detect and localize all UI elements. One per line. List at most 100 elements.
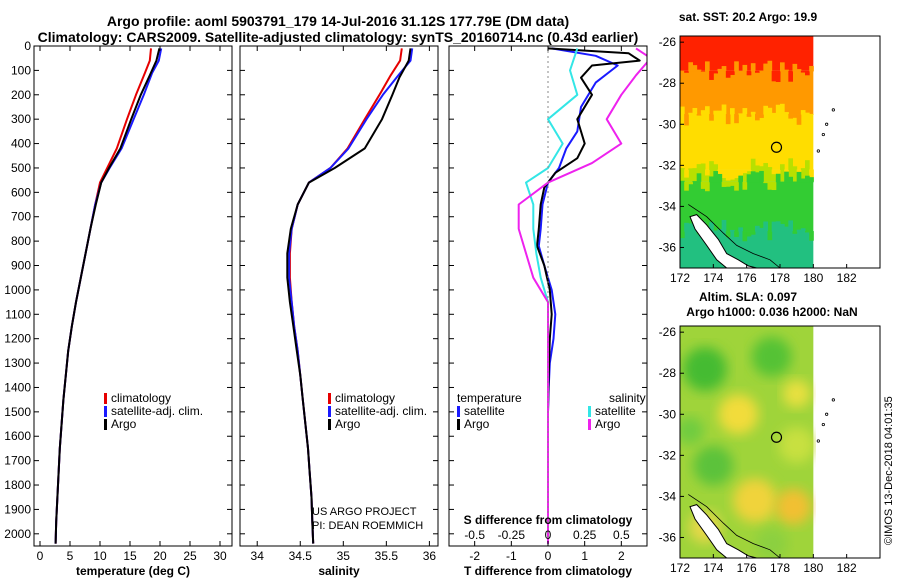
D-legend-swatch	[588, 406, 591, 417]
figure-title-line1: Argo profile: aoml 5903791_179 14-Jul-20…	[107, 13, 569, 29]
S-series-0-line	[288, 48, 403, 544]
M1-sst-pixel	[759, 70, 764, 72]
M1-sst-pixel	[780, 181, 785, 183]
M1-sst-pixel	[709, 161, 714, 170]
T-xtick-label: 20	[153, 549, 167, 563]
S-series-2-line	[286, 48, 412, 544]
sla-map-title-line1: Altim. SLA: 0.097	[699, 290, 797, 304]
M1-sst-pixel	[780, 223, 785, 232]
M1-sst-pixel	[750, 171, 756, 183]
T-xtick-label: 25	[183, 549, 197, 563]
M1-sst-pixel	[767, 167, 773, 170]
M1-sst-pixel	[705, 169, 710, 176]
M2-island	[816, 439, 820, 443]
M1-sst-pixel	[717, 229, 723, 232]
D-stick-label: -0.5	[464, 528, 485, 542]
T-ytick-label: 500	[11, 161, 31, 175]
difference-panel: -2 -1 0 1 2 -0.5 -0.25 0 0.25 0.5 S difference f…	[448, 45, 648, 578]
M1-sst-pixel	[805, 160, 810, 170]
M1-sst-pixel	[688, 168, 693, 170]
M1-sst-pixel	[796, 69, 802, 72]
M1-sst-pixel	[805, 231, 810, 233]
M1-sst-pixel	[805, 70, 810, 76]
sla-map-nodata	[816, 326, 880, 558]
sst-map-nodata	[816, 36, 880, 268]
S-legend-label: satellite-adj. clim.	[335, 404, 427, 418]
M1-sst-pixel	[755, 114, 760, 121]
M1-sst-pixel	[759, 227, 764, 232]
M1-sst-pixel	[755, 70, 760, 73]
M1-ytick-label: -30	[659, 117, 677, 131]
S-legend-label: climatology	[335, 391, 395, 405]
T-ytick-label: 1300	[4, 356, 31, 370]
M1-sst-pixel	[705, 181, 710, 192]
M1-sst-pixel	[746, 70, 752, 76]
D-xtick-label: -1	[506, 549, 517, 563]
M1-sst-pixel	[742, 231, 748, 242]
T-ytick-label: 100	[11, 63, 31, 77]
M1-sst-pixel	[800, 178, 806, 183]
M1-sst-pixel	[809, 113, 814, 115]
T-legend-swatch	[104, 393, 107, 404]
M1-sst-pixel	[721, 169, 727, 179]
M2-sla-anomaly	[693, 445, 734, 486]
temperature-panel: 0100200300400500600700800900100011001200…	[4, 39, 233, 578]
M1-ytick-label: -32	[659, 158, 677, 172]
M2-island	[825, 412, 829, 416]
M2-ytick-label: -32	[659, 448, 677, 462]
M1-sst-pixel	[680, 106, 685, 115]
M2-sla-anomaly	[718, 394, 759, 435]
M1-sst-pixel	[692, 65, 698, 72]
M1-sst-pixel	[788, 70, 793, 82]
salinity-xlabel: salinity	[318, 564, 360, 578]
M1-sst-pixel	[734, 61, 739, 72]
T-ytick-label: 300	[11, 112, 31, 126]
T-ytick-label: 1200	[4, 332, 31, 346]
M1-sst-pixel	[738, 113, 743, 115]
M1-sst-pixel	[767, 231, 773, 241]
M1-sst-pixel	[796, 114, 802, 125]
T-legend-label: satellite-adj. clim.	[111, 404, 203, 418]
D-legend-salinity-title: salinity	[609, 391, 646, 405]
M1-sst-pixel	[809, 177, 814, 183]
T-xtick-label: 30	[213, 549, 227, 563]
M1-sst-pixel	[680, 168, 685, 170]
M1-island	[821, 132, 825, 137]
M1-sst-pixel	[713, 164, 718, 170]
M2-island	[821, 422, 825, 427]
M2-xtick-label: 174	[703, 561, 723, 575]
M1-sst-pixel	[730, 108, 735, 115]
S-xtick-label: 35.5	[375, 549, 399, 563]
T-ytick-label: 1100	[5, 307, 31, 321]
M1-sst-pixel	[800, 70, 806, 73]
M1-sst-pixel	[800, 228, 806, 232]
M1-sst-pixel	[684, 70, 689, 73]
M1-sst-pixel	[809, 231, 814, 241]
D-stick-label: 0.5	[613, 528, 630, 542]
M2-sla-anomaly	[755, 527, 788, 558]
M1-sst-pixel	[780, 62, 785, 72]
M1-sst-pixel	[771, 112, 777, 115]
M2-profile-marker	[770, 431, 783, 443]
M1-sst-pixel	[759, 170, 764, 183]
M1-sst-pixel	[750, 111, 756, 115]
M1-sst-pixel	[788, 158, 793, 170]
D-xtick-label: 2	[618, 549, 625, 563]
M2-ytick-label: -36	[659, 530, 677, 544]
M1-sst-pixel	[746, 169, 752, 172]
M1-sst-pixel	[684, 222, 689, 232]
T-ytick-label: 0	[24, 39, 31, 53]
M1-sst-pixel	[684, 114, 689, 126]
M1-xtick-label: 180	[803, 271, 823, 285]
M1-sst-pixel	[692, 107, 698, 115]
M1-sst-pixel	[759, 166, 764, 170]
M1-profile-marker	[770, 141, 783, 153]
salinity-panel: 34 34.5 35 35.5 36 salinity climatologysatel…	[239, 45, 439, 578]
M1-sst-pixel	[721, 219, 727, 232]
M1-sst-pixel	[717, 173, 723, 183]
T-xtick-label: 0	[37, 549, 44, 563]
M1-sst-band	[680, 70, 814, 115]
M1-sst-pixel	[705, 61, 710, 72]
M1-sst-pixel	[763, 181, 768, 184]
D-legend-swatch	[457, 419, 460, 430]
